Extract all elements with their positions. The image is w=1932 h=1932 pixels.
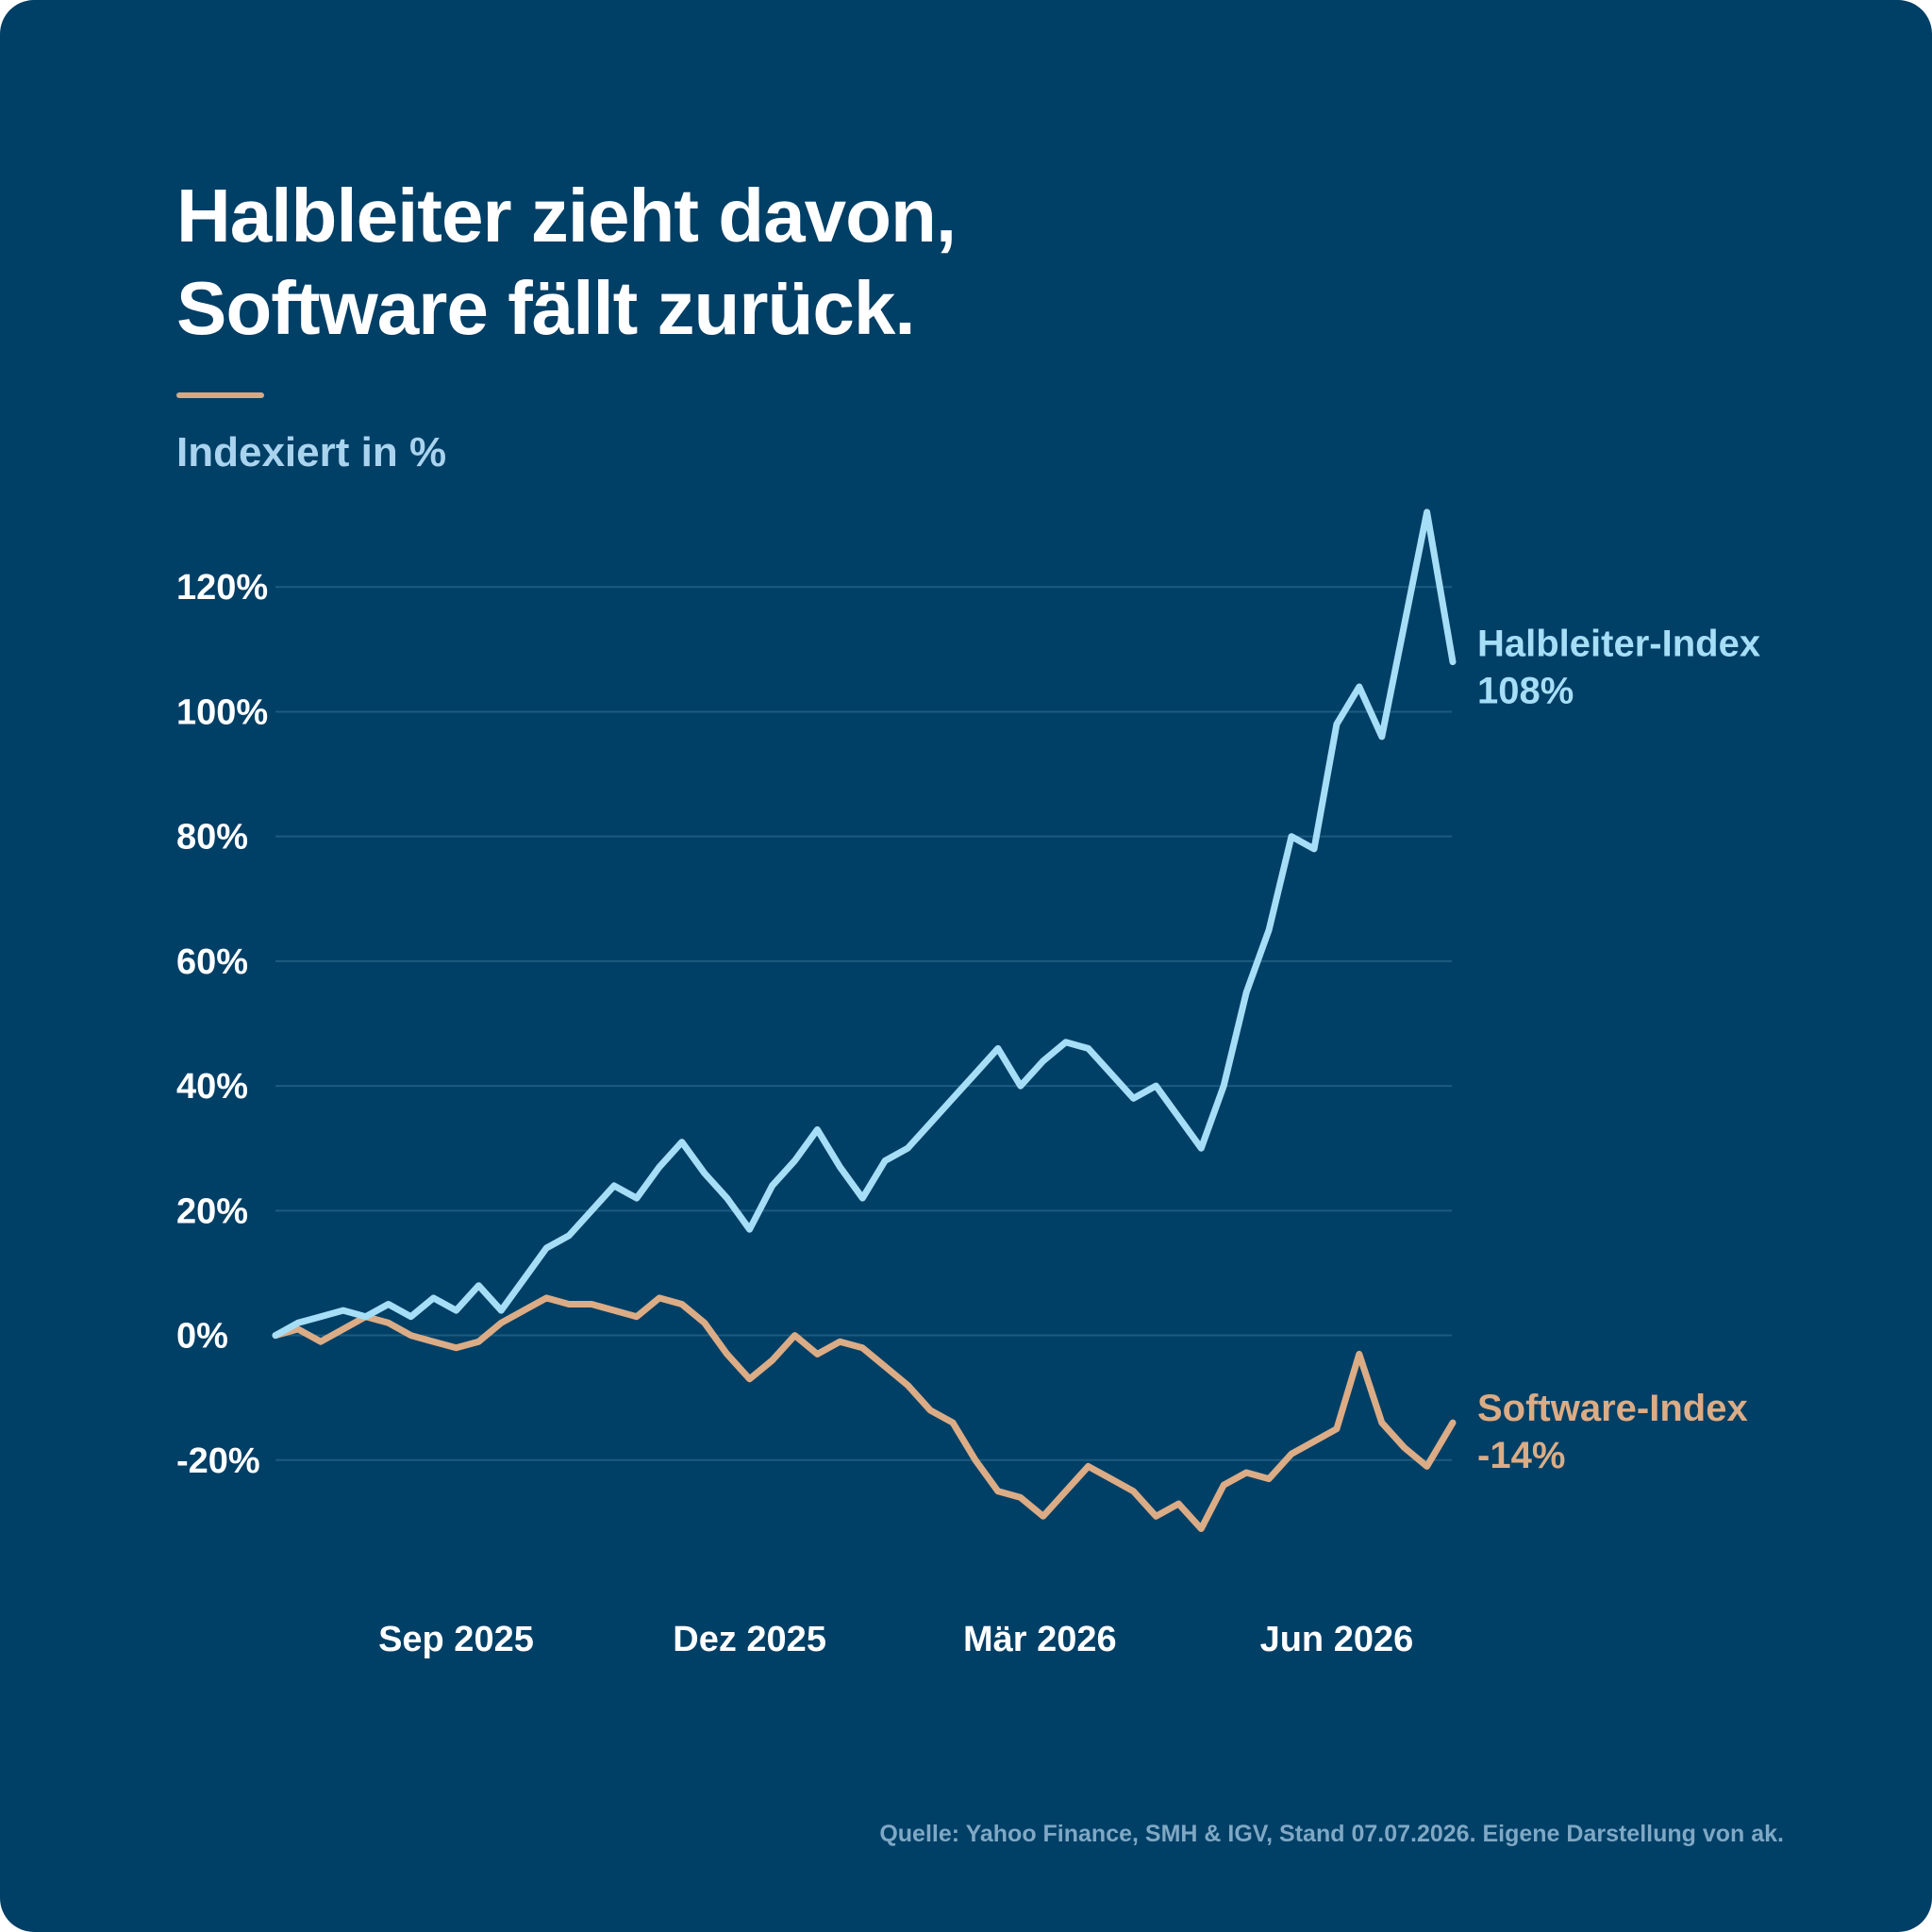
y-tick-label: 120% bbox=[176, 568, 268, 608]
x-tick-label: Dez 2025 bbox=[673, 1620, 826, 1659]
software-series-line bbox=[272, 1294, 1457, 1532]
chart-subtitle: Indexiert in % bbox=[176, 429, 447, 475]
accent-divider bbox=[176, 392, 264, 398]
x-tick-label: Mär 2026 bbox=[963, 1620, 1117, 1659]
y-tick-label: 40% bbox=[176, 1067, 248, 1107]
semiconductor-series-name: Halbleiter-Index bbox=[1477, 624, 1760, 665]
y-tick-label: 100% bbox=[176, 692, 268, 732]
y-tick-label: 0% bbox=[176, 1317, 228, 1357]
semiconductor-end-value: 108% bbox=[1477, 671, 1574, 712]
y-tick-label: 80% bbox=[176, 818, 248, 858]
y-tick-label: -20% bbox=[176, 1441, 260, 1481]
chart-title-line-2: Software fällt zurück. bbox=[176, 266, 916, 350]
y-tick-label: 60% bbox=[176, 942, 248, 982]
chart-title-line-1: Halbleiter zieht davon, bbox=[176, 174, 957, 258]
y-tick-label: 20% bbox=[176, 1191, 248, 1231]
software-end-value: -14% bbox=[1477, 1435, 1565, 1476]
semiconductor-series-line bbox=[272, 508, 1457, 1340]
software-series-name: Software-Index bbox=[1477, 1388, 1748, 1429]
x-tick-label: Jun 2026 bbox=[1260, 1620, 1414, 1659]
x-tick-label: Sep 2025 bbox=[378, 1620, 534, 1659]
source-note: Quelle: Yahoo Finance, SMH & IGV, Stand … bbox=[879, 1821, 1784, 1847]
chart-title: Halbleiter zieht davon, Software fällt z… bbox=[176, 170, 957, 355]
